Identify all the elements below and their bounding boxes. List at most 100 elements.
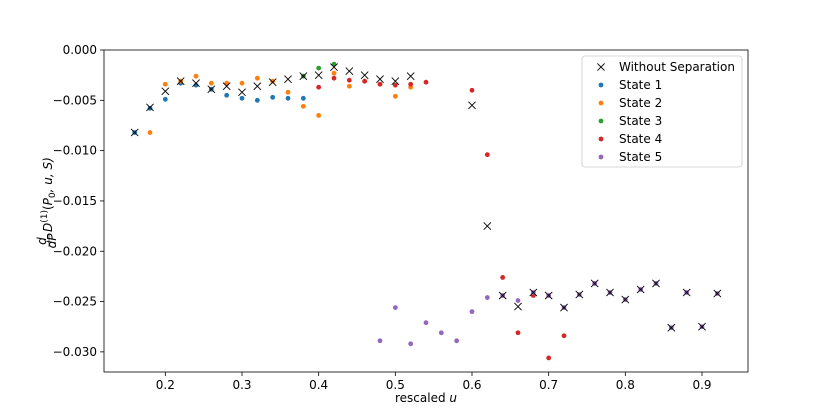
legend-box bbox=[581, 55, 743, 168]
legend-label: State 2 bbox=[619, 96, 662, 110]
state-2-point bbox=[285, 89, 291, 95]
state-2-point bbox=[193, 73, 199, 79]
state-5-point bbox=[454, 338, 460, 344]
state-2-point bbox=[162, 81, 168, 87]
state-4-point bbox=[392, 82, 398, 88]
without-separation-point bbox=[161, 87, 170, 96]
state-2-point bbox=[270, 78, 276, 84]
legend-entry-without-separation: Without Separation bbox=[597, 60, 735, 74]
without-separation-point bbox=[391, 77, 400, 86]
state-5-point bbox=[484, 295, 490, 300]
without-separation-point bbox=[560, 303, 568, 312]
y-axis: 0.000 −0.005 −0.010 −0.015 −0.020 −0.025 −0.03… bbox=[53, 43, 104, 359]
without-separation-point bbox=[606, 288, 614, 297]
state-2-point bbox=[239, 80, 245, 86]
legend-marker bbox=[598, 100, 604, 106]
without-separation-point bbox=[575, 290, 584, 299]
state-4-point bbox=[316, 84, 322, 90]
x-tick-label: 0.5 bbox=[386, 378, 405, 392]
legend-label: State 1 bbox=[619, 78, 662, 92]
y-axis-label-expression: D(1)(P0, u, S) bbox=[40, 157, 58, 232]
without-separation-point bbox=[207, 85, 216, 94]
without-separation-point bbox=[299, 72, 308, 81]
without-separation-point bbox=[268, 78, 277, 87]
state-1-point bbox=[254, 97, 260, 103]
state-4-point bbox=[362, 78, 368, 84]
state-1-point bbox=[224, 92, 230, 98]
state-4-point bbox=[500, 275, 506, 280]
without-separation-point bbox=[468, 101, 476, 110]
y-tick-label: −0.020 bbox=[53, 244, 97, 258]
y-axis-label-frac-num: d bbox=[35, 237, 49, 245]
state-5-point bbox=[377, 338, 383, 344]
without-separation-point bbox=[713, 289, 722, 298]
without-separation-point bbox=[314, 71, 323, 80]
without-separation-point bbox=[192, 79, 200, 88]
without-separation-point bbox=[146, 103, 154, 112]
state-1-point bbox=[147, 105, 153, 111]
x-tick-label: 0.8 bbox=[616, 378, 635, 392]
state-2-point bbox=[346, 83, 352, 89]
legend-marker bbox=[598, 82, 604, 88]
y-tick-label: 0.000 bbox=[63, 43, 97, 57]
marks-layer bbox=[130, 61, 722, 361]
without-separation-point bbox=[590, 279, 599, 288]
without-separation-point bbox=[253, 82, 262, 91]
x-axis-label: rescaled u bbox=[395, 391, 457, 405]
state-4-point bbox=[469, 87, 475, 93]
x-tick-label: 0.2 bbox=[156, 378, 175, 392]
legend-label: Without Separation bbox=[619, 60, 735, 74]
without-separation-point bbox=[345, 67, 354, 76]
legend-entry-state-5: State 5 bbox=[598, 150, 662, 164]
without-separation-point bbox=[652, 279, 660, 288]
without-separation-point bbox=[284, 75, 292, 84]
state-4-point bbox=[423, 79, 429, 85]
without-separation-point bbox=[636, 285, 645, 294]
state-5-point bbox=[423, 320, 429, 326]
without-separation-point bbox=[483, 222, 492, 231]
legend-marker bbox=[598, 154, 604, 160]
state-1-point bbox=[300, 95, 306, 101]
without-separation-point bbox=[360, 71, 369, 80]
without-separation-point bbox=[667, 323, 676, 332]
state-2-point bbox=[300, 103, 306, 109]
state-5-point bbox=[469, 309, 475, 315]
y-tick-label: −0.015 bbox=[53, 194, 97, 208]
without-separation-point bbox=[544, 291, 553, 300]
without-separation-point bbox=[698, 322, 706, 331]
x-axis: 0.2 0.3 0.4 0.5 0.6 0.7 0.8 0.9 bbox=[156, 372, 712, 392]
without-separation-point bbox=[238, 88, 246, 97]
without-separation-point bbox=[406, 72, 415, 81]
state-1-point bbox=[162, 96, 168, 102]
state-4-point bbox=[561, 333, 567, 339]
legend-label: State 3 bbox=[619, 114, 662, 128]
state-5-point bbox=[515, 298, 521, 303]
legend-entry-state-4: State 4 bbox=[598, 132, 662, 146]
without-separation-point bbox=[176, 77, 185, 86]
state-5-point bbox=[392, 305, 398, 310]
y-axis-label-frac-den: dP bbox=[45, 233, 59, 249]
y-tick-label: −0.030 bbox=[53, 345, 97, 359]
without-separation-point bbox=[222, 82, 231, 91]
legend-label: State 5 bbox=[619, 150, 662, 164]
plot-frame bbox=[103, 49, 749, 373]
legend-marker bbox=[597, 63, 605, 71]
state-4-point bbox=[377, 81, 383, 87]
state-2-point bbox=[316, 113, 322, 118]
x-tick-label: 0.3 bbox=[232, 378, 251, 392]
without-separation-point bbox=[529, 288, 538, 297]
state-5-point bbox=[408, 341, 414, 347]
legend-marker bbox=[598, 136, 604, 142]
x-tick-label: 0.7 bbox=[539, 378, 558, 392]
legend-label: State 4 bbox=[619, 132, 662, 146]
state-2-point bbox=[392, 93, 398, 99]
state-4-point bbox=[546, 355, 552, 361]
x-tick-label: 0.6 bbox=[462, 378, 481, 392]
without-separation-point bbox=[376, 75, 384, 84]
without-separation-point bbox=[498, 291, 507, 300]
state-2-point bbox=[331, 70, 337, 76]
legend-marker bbox=[598, 118, 604, 124]
state-1-point bbox=[285, 95, 291, 101]
x-tick-label: 0.4 bbox=[309, 378, 328, 392]
